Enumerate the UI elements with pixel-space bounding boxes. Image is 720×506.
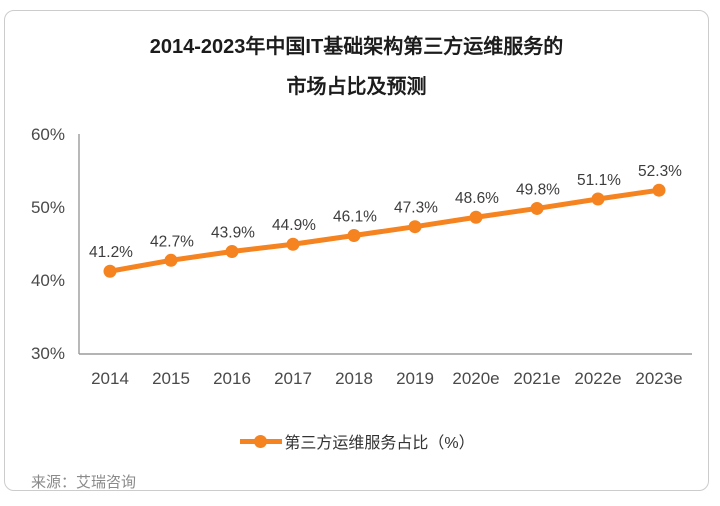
chart-card: 2014-2023年中国IT基础架构第三方运维服务的 市场占比及预测 30% 40…	[4, 10, 709, 491]
legend-line-marker-icon	[240, 434, 283, 448]
data-label: 43.9%	[211, 225, 255, 242]
data-point	[347, 228, 361, 242]
data-point	[591, 192, 605, 206]
x-tick-label: 2015	[152, 369, 190, 388]
legend-label: 第三方运维服务占比（%）	[284, 435, 475, 452]
x-tick-label: 2017	[274, 369, 312, 388]
y-tick-label: 30%	[31, 344, 65, 363]
x-tick-label: 2022e	[574, 369, 621, 388]
data-point	[103, 264, 117, 278]
data-point	[408, 220, 422, 234]
data-label: 52.3%	[638, 163, 682, 180]
data-label: 44.9%	[272, 217, 316, 234]
legend-dot	[254, 434, 268, 448]
data-point	[286, 237, 300, 251]
data-label: 46.1%	[333, 208, 377, 225]
y-tick-label: 40%	[31, 271, 65, 290]
data-label: 42.7%	[150, 233, 194, 250]
data-label: 49.8%	[516, 181, 560, 198]
data-point	[164, 253, 178, 267]
y-tick-label: 60%	[31, 125, 65, 144]
data-point	[469, 210, 483, 224]
x-tick-label: 2016	[213, 369, 251, 388]
y-tick-label: 50%	[31, 198, 65, 217]
source-label: 来源：艾瑞咨询	[31, 474, 137, 491]
data-label: 51.1%	[577, 172, 621, 189]
chart-title-line1: 2014-2023年中国IT基础架构第三方运维服务的	[149, 36, 564, 58]
x-tick-label: 2023e	[635, 369, 682, 388]
x-tick-label: 2019	[396, 369, 434, 388]
series-line	[107, 187, 662, 274]
data-point	[652, 183, 666, 197]
chart-title-line2: 市场占比及预测	[286, 76, 427, 98]
x-tick-label: 2018	[335, 369, 373, 388]
data-label: 48.6%	[455, 190, 499, 207]
data-point	[225, 245, 239, 259]
x-tick-label: 2020e	[452, 369, 499, 388]
line-chart: 30% 40% 50% 60% 2014 2015 2016 2017 2018 2019 2020…	[31, 125, 692, 388]
chart-title: 2014-2023年中国IT基础架构第三方运维服务的 市场占比及预测	[5, 27, 708, 107]
legend: 第三方运维服务占比（%）	[5, 429, 708, 453]
data-label: 41.2%	[89, 244, 133, 261]
data-label: 47.3%	[394, 200, 438, 217]
x-tick-label: 2014	[91, 369, 129, 388]
x-tick-label: 2021e	[513, 369, 560, 388]
data-point	[530, 201, 544, 215]
